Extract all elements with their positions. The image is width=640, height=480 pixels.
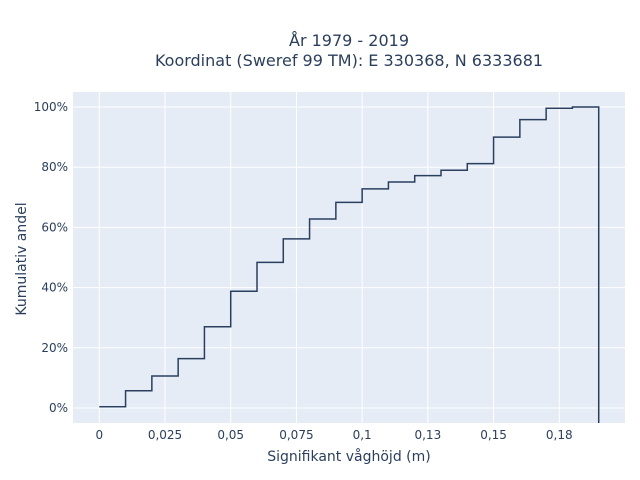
y-tick-label-3: 60% <box>41 220 68 234</box>
plot-area <box>73 92 625 423</box>
x-tick-label-2: 0,05 <box>217 428 244 442</box>
x-tick-label-4: 0,1 <box>353 428 372 442</box>
series-layer <box>99 106 600 423</box>
y-axis-title: Kumulativ andel <box>14 202 30 315</box>
y-tick-label-5: 100% <box>34 100 68 114</box>
y-tick-label-2: 40% <box>41 281 68 295</box>
y-tick-label-0: 0% <box>49 401 68 415</box>
x-tick-label-3: 0,075 <box>279 428 313 442</box>
y-axis: 0% 20% 40% 60% 80% 100% <box>34 100 68 415</box>
x-tick-label-5: 0,13 <box>414 428 441 442</box>
x-tick-label-6: 0,15 <box>480 428 507 442</box>
x-axis-title: Signifikant våghöjd (m) <box>267 448 430 465</box>
chart-title-line-1: År 1979 - 2019 <box>289 31 409 50</box>
y-tick-label-4: 80% <box>41 160 68 174</box>
grid <box>73 92 625 423</box>
series-line-0 <box>99 106 600 423</box>
x-axis: 0 0,025 0,05 0,075 0,1 0,13 0,15 0,18 <box>95 428 572 442</box>
y-tick-label-1: 20% <box>41 341 68 355</box>
x-tick-label-7: 0,18 <box>546 428 573 442</box>
x-tick-label-0: 0 <box>95 428 103 442</box>
x-tick-label-1: 0,025 <box>148 428 182 442</box>
chart-title-line-2: Koordinat (Sweref 99 TM): E 330368, N 63… <box>155 51 543 70</box>
